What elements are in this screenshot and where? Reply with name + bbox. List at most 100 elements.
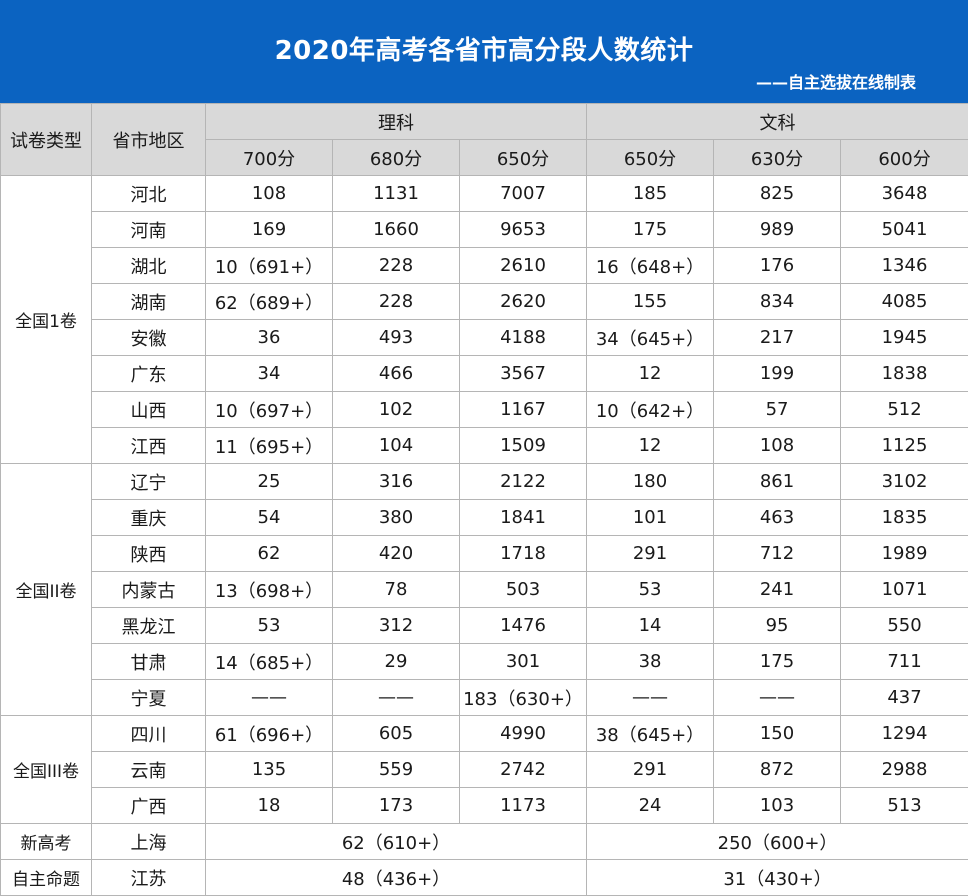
header-science-score: 650分 <box>460 140 587 176</box>
count-cell: 1841 <box>460 500 587 536</box>
table-row: 宁夏————183（630+）————437 <box>1 680 968 716</box>
count-cell: 62 <box>206 536 333 572</box>
header-arts-score: 650分 <box>587 140 714 176</box>
count-cell: 1945 <box>841 320 968 356</box>
count-cell: 1660 <box>333 212 460 248</box>
score-table: 试卷类型 省市地区 理科 文科 700分 680分 650分 650分 630分… <box>0 103 968 896</box>
count-cell: 2742 <box>460 752 587 788</box>
header-science-score: 680分 <box>333 140 460 176</box>
count-cell: 12 <box>587 428 714 464</box>
count-cell: 228 <box>333 248 460 284</box>
count-cell: 2122 <box>460 464 587 500</box>
count-cell: 512 <box>841 392 968 428</box>
count-cell: 61（696+） <box>206 716 333 752</box>
count-cell: 11（695+） <box>206 428 333 464</box>
count-cell: 78 <box>333 572 460 608</box>
count-cell: 4085 <box>841 284 968 320</box>
region-cell: 山西 <box>92 392 206 428</box>
count-cell: 605 <box>333 716 460 752</box>
count-cell: 29 <box>333 644 460 680</box>
count-cell: 53 <box>587 572 714 608</box>
count-cell: 24 <box>587 788 714 824</box>
count-cell: 550 <box>841 608 968 644</box>
count-cell: 1838 <box>841 356 968 392</box>
count-cell: 16（648+） <box>587 248 714 284</box>
count-cell: 825 <box>714 176 841 212</box>
count-cell: 101 <box>587 500 714 536</box>
count-cell: 34（645+） <box>587 320 714 356</box>
region-cell: 辽宁 <box>92 464 206 500</box>
count-cell: 54 <box>206 500 333 536</box>
count-cell: 1167 <box>460 392 587 428</box>
count-cell: 108 <box>206 176 333 212</box>
count-cell: 493 <box>333 320 460 356</box>
count-cell: 3648 <box>841 176 968 212</box>
count-cell: 380 <box>333 500 460 536</box>
header-science-score: 700分 <box>206 140 333 176</box>
table-header: 试卷类型 省市地区 理科 文科 700分 680分 650分 650分 630分… <box>1 104 968 176</box>
count-cell: 13（698+） <box>206 572 333 608</box>
count-cell: 861 <box>714 464 841 500</box>
exam-type-cell: 新高考 <box>1 824 92 860</box>
region-cell: 云南 <box>92 752 206 788</box>
count-cell: 34 <box>206 356 333 392</box>
exam-type-cell: 全国1卷 <box>1 176 92 464</box>
count-cell: 3102 <box>841 464 968 500</box>
count-cell: 57 <box>714 392 841 428</box>
exam-type-cell: 自主命题 <box>1 860 92 896</box>
header-arts: 文科 <box>587 104 968 140</box>
header-science: 理科 <box>206 104 587 140</box>
count-cell: 989 <box>714 212 841 248</box>
count-cell: 36 <box>206 320 333 356</box>
count-cell: 173 <box>333 788 460 824</box>
count-cell: 420 <box>333 536 460 572</box>
count-cell: 183（630+） <box>460 680 587 716</box>
count-cell: 1346 <box>841 248 968 284</box>
region-cell: 甘肃 <box>92 644 206 680</box>
count-cell: 38 <box>587 644 714 680</box>
count-cell: 1131 <box>333 176 460 212</box>
exam-type-cell: 全国III卷 <box>1 716 92 824</box>
count-cell: 180 <box>587 464 714 500</box>
region-cell: 黑龙江 <box>92 608 206 644</box>
count-cell: 559 <box>333 752 460 788</box>
count-cell: 12 <box>587 356 714 392</box>
count-cell: 95 <box>714 608 841 644</box>
count-cell: 1835 <box>841 500 968 536</box>
count-cell: 291 <box>587 536 714 572</box>
page-title: 2020年高考各省市高分段人数统计 <box>0 30 968 67</box>
region-cell: 安徽 <box>92 320 206 356</box>
count-cell: 10（642+） <box>587 392 714 428</box>
count-cell: 25 <box>206 464 333 500</box>
count-cell: 53 <box>206 608 333 644</box>
count-cell: 312 <box>333 608 460 644</box>
arts-merged-cell: 250（600+） <box>587 824 968 860</box>
region-cell: 湖南 <box>92 284 206 320</box>
science-merged-cell: 48（436+） <box>206 860 587 896</box>
count-cell: 1071 <box>841 572 968 608</box>
count-cell: 175 <box>714 644 841 680</box>
count-cell: 18 <box>206 788 333 824</box>
count-cell: 1718 <box>460 536 587 572</box>
count-cell: 2988 <box>841 752 968 788</box>
count-cell: —— <box>714 680 841 716</box>
count-cell: 103 <box>714 788 841 824</box>
count-cell: 217 <box>714 320 841 356</box>
count-cell: 169 <box>206 212 333 248</box>
region-cell: 江苏 <box>92 860 206 896</box>
count-cell: 108 <box>714 428 841 464</box>
count-cell: 10（697+） <box>206 392 333 428</box>
region-cell: 广西 <box>92 788 206 824</box>
count-cell: 7007 <box>460 176 587 212</box>
